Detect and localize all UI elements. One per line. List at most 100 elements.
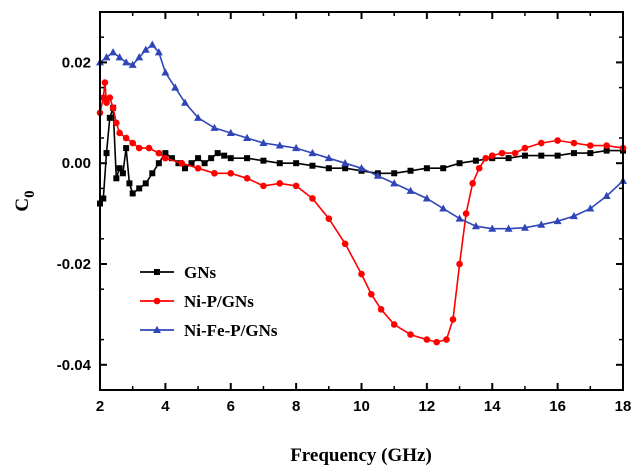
series-point-0 (554, 152, 561, 159)
series-point-1 (521, 144, 529, 152)
series-point-2 (102, 53, 111, 61)
series-point-2 (122, 58, 131, 66)
axis-ticks (99, 12, 624, 391)
series-point-2 (115, 53, 124, 61)
series-point-0 (472, 157, 479, 164)
series-point-1 (227, 169, 235, 177)
series-point-1 (570, 139, 578, 147)
series-point-0 (126, 180, 133, 187)
series-point-2 (373, 171, 382, 179)
series-point-1 (135, 144, 143, 152)
series-point-0 (325, 165, 332, 172)
series-point-1 (390, 321, 398, 328)
series-point-2 (135, 53, 144, 61)
series-point-1 (537, 139, 545, 147)
y-axis-title: C0 (12, 190, 38, 211)
series-point-0 (129, 190, 136, 197)
series-point-1 (511, 149, 519, 157)
series-point-1 (443, 336, 450, 343)
series-point-2 (292, 143, 301, 152)
series-point-2 (171, 83, 180, 91)
series-point-0 (181, 165, 188, 172)
series-point-0 (162, 150, 169, 157)
series-point-1 (433, 338, 440, 346)
series-point-1 (554, 137, 561, 144)
series-point-1 (178, 159, 186, 167)
legend-label-2: Ni-Fe-P/GNs (184, 321, 278, 340)
series-point-1 (587, 142, 594, 149)
series-point-2 (357, 164, 366, 172)
series-point-2 (141, 45, 150, 53)
series-point-0 (106, 114, 113, 121)
series-point-1 (456, 260, 463, 268)
series-point-2 (308, 148, 317, 157)
series-point-0 (309, 162, 316, 169)
series-point-1 (292, 182, 300, 190)
series-point-1 (309, 195, 316, 202)
y-axis-title-sub: 0 (22, 190, 38, 198)
y-tick-label: -0.02 (57, 256, 91, 273)
series-point-0 (113, 175, 120, 182)
x-tick-label: 6 (227, 398, 235, 415)
x-tick-label: 16 (549, 398, 566, 415)
series-point-1 (194, 164, 202, 172)
series-point-2 (194, 113, 203, 121)
series-point-1 (603, 142, 610, 149)
x-tick-label: 14 (484, 398, 501, 415)
x-tick-label: 10 (353, 398, 370, 415)
series-point-1 (109, 104, 117, 112)
series-point-1 (325, 215, 333, 222)
series-point-2 (520, 223, 529, 231)
series-point-1 (358, 270, 365, 278)
series-point-0 (260, 157, 267, 164)
tick-labels: 2 4 6 8 10 12 14 16 18 -0.04 -0.02 0.00 0.02 (57, 54, 632, 415)
series-point-1 (423, 336, 431, 343)
legend: GNs Ni-P/GNs Ni-Fe-P/GNs (140, 263, 278, 340)
series-point-0 (521, 152, 528, 159)
series-point-1 (377, 306, 385, 313)
series-point-0 (149, 170, 156, 177)
series-point-2 (154, 48, 163, 56)
series-point-1 (276, 180, 284, 187)
series-point-0 (123, 145, 130, 152)
series-point-2 (324, 153, 333, 162)
series-point-2 (161, 68, 170, 76)
series-point-1 (106, 94, 114, 101)
series-point-0 (136, 185, 143, 192)
series-point-2 (406, 186, 415, 194)
series-point-1 (407, 331, 414, 338)
plot-frame (99, 11, 624, 391)
series-point-2 (455, 214, 464, 222)
series-point-0 (188, 160, 195, 167)
series-point-0 (227, 155, 234, 162)
series-point-1 (113, 119, 120, 127)
series-point-2 (148, 40, 157, 48)
series-point-2 (390, 179, 399, 187)
series-point-2 (569, 211, 578, 220)
legend-marker-0 (154, 269, 160, 275)
series-point-0 (276, 160, 283, 167)
series-point-1 (475, 164, 483, 172)
x-tick-label: 12 (419, 398, 436, 415)
series-point-1 (449, 316, 457, 323)
x-tick-label: 8 (292, 398, 300, 415)
series-point-2 (439, 204, 448, 212)
series-point-0 (214, 150, 221, 157)
series-point-1 (129, 139, 136, 147)
series-point-1 (341, 240, 349, 248)
series-point-1 (103, 99, 110, 107)
series-point-0 (603, 147, 610, 154)
series-point-2 (210, 123, 219, 131)
series-point-1 (368, 290, 375, 298)
series-line-2 (99, 43, 624, 230)
series-point-0 (407, 167, 414, 174)
legend-label-1: Ni-P/GNs (184, 292, 254, 311)
series-point-1 (101, 79, 109, 86)
legend-marker-2 (153, 325, 161, 333)
y-tick-label: 0.00 (62, 155, 91, 172)
series-point-0 (587, 150, 594, 157)
series-point-1 (488, 152, 496, 159)
series-point-2 (602, 191, 611, 199)
series-point-0 (244, 155, 251, 162)
